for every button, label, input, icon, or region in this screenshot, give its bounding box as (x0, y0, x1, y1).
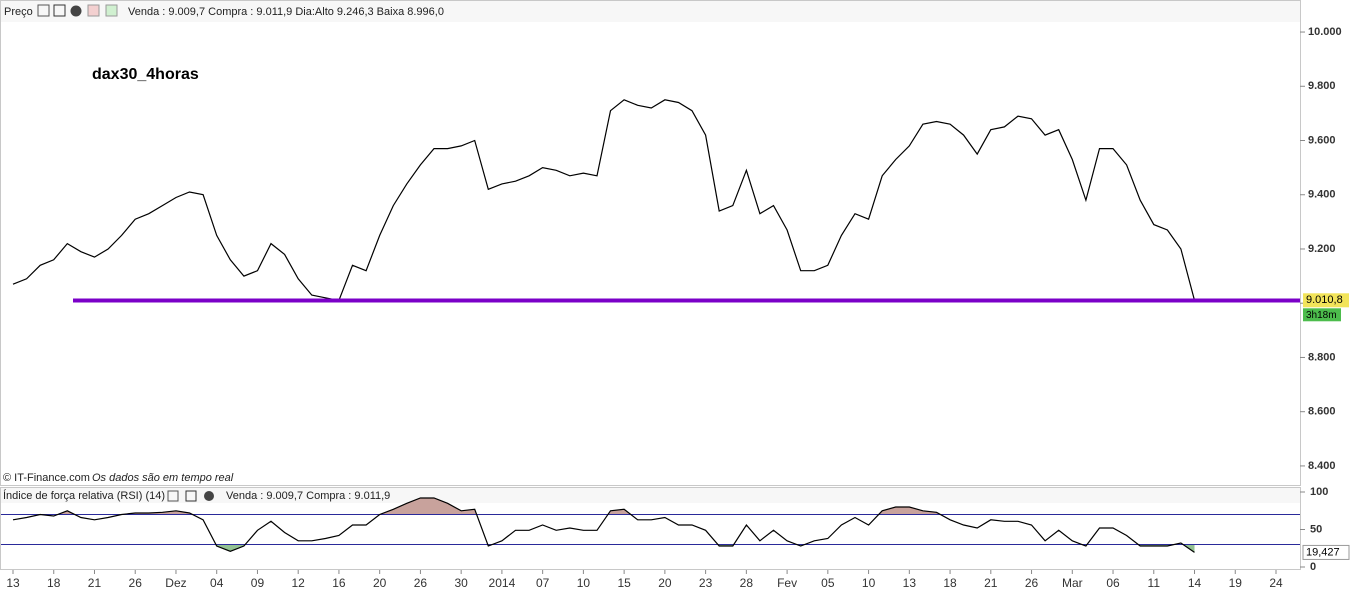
series-line (12, 99, 1196, 302)
x-tick-label: 21 (88, 576, 102, 590)
rsi-window-icon[interactable] (185, 490, 197, 502)
y-tick-label: 8.400 (1308, 460, 1336, 472)
time-left-box (1303, 308, 1341, 322)
x-tick-label: 16 (332, 576, 346, 590)
up-icon[interactable] (105, 4, 118, 17)
rsi-quote: Venda : 9.009,7 Compra : 9.011,9 (226, 490, 390, 502)
x-tick-label: 11 (1148, 576, 1161, 590)
y-tick-label: 9.800 (1308, 80, 1336, 92)
x-tick-label: 15 (617, 576, 631, 590)
window-icon[interactable] (53, 4, 66, 17)
x-tick-label: 26 (1025, 576, 1039, 590)
y-tick-label: 8.600 (1308, 406, 1336, 418)
realtime-note: Os dados são em tempo real (92, 472, 234, 484)
x-tick-label: 24 (1269, 576, 1283, 590)
last-rsi-box (1302, 544, 1350, 560)
x-tick-label: 18 (943, 576, 957, 590)
last-price-box (1303, 293, 1349, 308)
x-tick-label: 12 (292, 576, 306, 590)
x-tick-label: 13 (6, 576, 20, 590)
down-icon[interactable] (87, 4, 100, 17)
rsi-tick-label: 0 (1310, 561, 1316, 573)
x-tick-label: 26 (414, 576, 428, 590)
rsi-close-icon[interactable] (204, 491, 214, 501)
series-line (12, 497, 1195, 553)
x-tick-label: 14 (1188, 576, 1202, 590)
chart-title: dax30_4horas (92, 66, 199, 83)
x-tick-label: Mar (1062, 576, 1083, 590)
close-icon[interactable] (70, 5, 82, 17)
x-tick-label: 20 (373, 576, 387, 590)
overbought-fill (13, 498, 1195, 515)
x-tick-label: 19 (1229, 576, 1243, 590)
x-tick-label: 05 (821, 576, 835, 590)
x-tick-label: 23 (699, 576, 713, 590)
y-tick-label: 10.000 (1308, 26, 1342, 38)
x-tick-label: 06 (1106, 576, 1120, 590)
x-tick-label: 13 (903, 576, 917, 590)
last-price-label: 9.010,8 (1306, 294, 1343, 306)
toolbar-icons[interactable] (37, 4, 118, 17)
x-tick-label: 07 (536, 576, 550, 590)
price-toolbar (1, 1, 1300, 22)
x-tick-label: 28 (740, 576, 754, 590)
source: © IT-Finance.com (3, 472, 90, 484)
x-tick-label: 04 (210, 576, 224, 590)
rsi-toolbar (1, 488, 1300, 503)
x-tick-label: 30 (454, 576, 468, 590)
y-tick-label: 8.800 (1308, 351, 1336, 363)
time-left: 3h18m (1306, 310, 1337, 321)
price-header: Preço (4, 6, 33, 18)
rsi-tick-label: 50 (1310, 523, 1322, 535)
x-tick-label: Dez (165, 576, 186, 590)
rsi-tick-label: 100 (1310, 486, 1328, 498)
rsi-title: Índice de força relativa (RSI) (14) (3, 489, 165, 502)
y-tick-label: 9.200 (1308, 243, 1336, 255)
x-tick-label: Fev (777, 576, 797, 590)
last-rsi-label: 19,427 (1306, 546, 1340, 558)
rsi-settings-icon[interactable] (167, 490, 179, 502)
x-tick-label: 10 (577, 576, 591, 590)
x-tick-label: 10 (862, 576, 876, 590)
x-tick-label: 18 (47, 576, 61, 590)
x-tick-label: 21 (984, 576, 998, 590)
y-tick-label: 9.600 (1308, 134, 1336, 146)
rsi-icons[interactable] (167, 490, 214, 502)
y-tick-label: 9.400 (1308, 189, 1336, 201)
x-tick-label: 26 (129, 576, 143, 590)
x-tick-label: 2014 (489, 576, 516, 590)
x-tick-label: 09 (251, 576, 265, 590)
price-panel (0, 0, 1301, 486)
x-tick-label: 20 (658, 576, 672, 590)
price-quote: Venda : 9.009,7 Compra : 9.011,9 Dia:Alt… (128, 6, 444, 18)
settings-icon[interactable] (37, 4, 50, 17)
